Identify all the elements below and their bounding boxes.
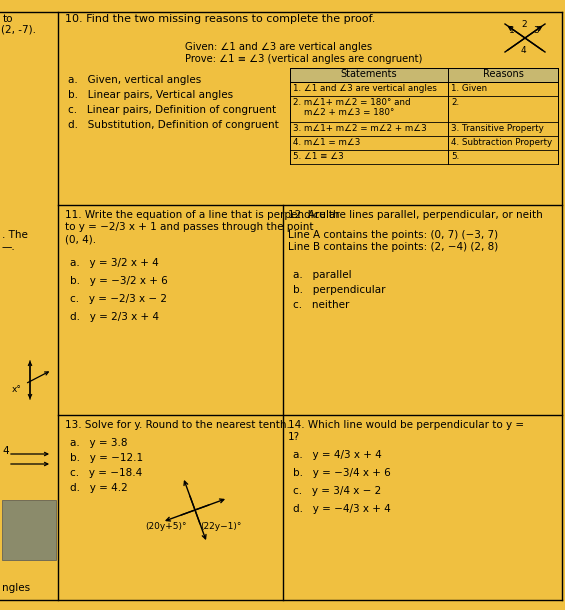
Text: to: to xyxy=(3,14,14,24)
Bar xyxy=(2,500,56,560)
Text: . The: . The xyxy=(2,230,28,240)
Text: d.   Substitution, Definition of congruent: d. Substitution, Definition of congruent xyxy=(68,120,279,130)
Text: 2.: 2. xyxy=(451,98,459,107)
Text: Statements: Statements xyxy=(341,69,397,79)
Text: 5. ∠1 ≡ ∠3: 5. ∠1 ≡ ∠3 xyxy=(293,152,344,161)
Text: 10. Find the two missing reasons to complete the proof.: 10. Find the two missing reasons to comp… xyxy=(65,14,375,24)
Text: 5.: 5. xyxy=(451,152,459,161)
Text: c.   y = −18.4: c. y = −18.4 xyxy=(70,468,142,478)
Text: 1. Given: 1. Given xyxy=(451,84,487,93)
Text: 1. ∠1 and ∠3 are vertical angles: 1. ∠1 and ∠3 are vertical angles xyxy=(293,84,437,93)
Text: (0, 4).: (0, 4). xyxy=(65,234,96,244)
Text: 3. m∠1+ m∠2 = m∠2 + m∠3: 3. m∠1+ m∠2 = m∠2 + m∠3 xyxy=(293,124,427,133)
Text: a.   y = 3/2 x + 4: a. y = 3/2 x + 4 xyxy=(70,258,159,268)
Text: d.   y = −4/3 x + 4: d. y = −4/3 x + 4 xyxy=(293,504,391,514)
Text: 4. m∠1 = m∠3: 4. m∠1 = m∠3 xyxy=(293,138,360,147)
Text: 2. m∠1+ m∠2 = 180° and
    m∠2 + m∠3 = 180°: 2. m∠1+ m∠2 = 180° and m∠2 + m∠3 = 180° xyxy=(293,98,411,117)
Text: b.   y = −12.1: b. y = −12.1 xyxy=(70,453,143,463)
Text: a.   y = 3.8: a. y = 3.8 xyxy=(70,438,128,448)
Text: (22y−1)°: (22y−1)° xyxy=(200,522,241,531)
Text: (20y+5)°: (20y+5)° xyxy=(145,522,186,531)
Text: 14. Which line would be perpendicular to y =: 14. Which line would be perpendicular to… xyxy=(288,420,524,430)
Text: a.   Given, vertical angles: a. Given, vertical angles xyxy=(68,75,201,85)
Text: d.   y = 2/3 x + 4: d. y = 2/3 x + 4 xyxy=(70,312,159,322)
Text: b.   y = −3/4 x + 6: b. y = −3/4 x + 6 xyxy=(293,468,391,478)
Text: a.   parallel: a. parallel xyxy=(293,270,351,280)
Text: ngles: ngles xyxy=(2,583,30,593)
Text: 2: 2 xyxy=(521,20,527,29)
Text: c.   y = 3/4 x − 2: c. y = 3/4 x − 2 xyxy=(293,486,381,496)
Text: b.   y = −3/2 x + 6: b. y = −3/2 x + 6 xyxy=(70,276,168,286)
Text: Prove: ∠1 ≡ ∠3 (vertical angles are congruent): Prove: ∠1 ≡ ∠3 (vertical angles are cong… xyxy=(185,54,423,64)
Text: b.   perpendicular: b. perpendicular xyxy=(293,285,385,295)
Text: 3: 3 xyxy=(533,26,539,35)
Bar xyxy=(290,68,558,82)
Text: c.   y = −2/3 x − 2: c. y = −2/3 x − 2 xyxy=(70,294,167,304)
Text: 1?: 1? xyxy=(288,432,300,442)
Text: 12. Are the lines parallel, perpendicular, or neith: 12. Are the lines parallel, perpendicula… xyxy=(288,210,543,220)
Text: 4: 4 xyxy=(2,446,8,456)
Text: Reasons: Reasons xyxy=(483,69,523,79)
Text: 4. Subtraction Property: 4. Subtraction Property xyxy=(451,138,552,147)
Text: x°: x° xyxy=(12,385,22,394)
Text: Line A contains the points: (0, 7) (−3, 7): Line A contains the points: (0, 7) (−3, … xyxy=(288,230,498,240)
Text: Given: ∠1 and ∠3 are vertical angles: Given: ∠1 and ∠3 are vertical angles xyxy=(185,42,372,52)
Text: 13. Solve for y. Round to the nearest tenth.: 13. Solve for y. Round to the nearest te… xyxy=(65,420,290,430)
Text: c.   Linear pairs, Definition of congruent: c. Linear pairs, Definition of congruent xyxy=(68,105,276,115)
Text: —.: —. xyxy=(2,242,16,252)
Text: 1: 1 xyxy=(509,26,515,35)
Text: Line B contains the points: (2, −4) (2, 8): Line B contains the points: (2, −4) (2, … xyxy=(288,242,498,252)
Text: d.   y = 4.2: d. y = 4.2 xyxy=(70,483,128,493)
Text: a.   y = 4/3 x + 4: a. y = 4/3 x + 4 xyxy=(293,450,382,460)
Text: 4: 4 xyxy=(521,46,527,55)
Text: 3. Transitive Property: 3. Transitive Property xyxy=(451,124,544,133)
Text: (2, -7).: (2, -7). xyxy=(1,24,36,34)
Text: 11. Write the equation of a line that is perpendicular: 11. Write the equation of a line that is… xyxy=(65,210,340,220)
Text: c.   neither: c. neither xyxy=(293,300,349,310)
Text: b.   Linear pairs, Vertical angles: b. Linear pairs, Vertical angles xyxy=(68,90,233,100)
Text: to y = −2/3 x + 1 and passes through the point: to y = −2/3 x + 1 and passes through the… xyxy=(65,222,314,232)
